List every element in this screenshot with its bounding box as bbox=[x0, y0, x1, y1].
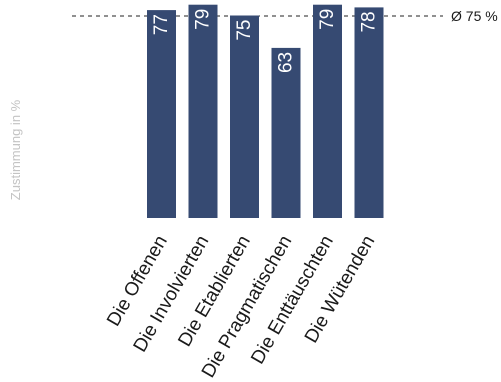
bar-value-label: 79 bbox=[317, 9, 338, 30]
bar-value-label: 78 bbox=[359, 11, 380, 32]
bar bbox=[271, 47, 301, 219]
bar bbox=[230, 15, 259, 218]
bar-value-label: 75 bbox=[234, 20, 255, 41]
bar bbox=[188, 4, 218, 219]
y-axis-label: Zustimmung in % bbox=[8, 99, 23, 200]
bar-value-label: 77 bbox=[151, 14, 172, 35]
bar-value-label: 63 bbox=[276, 52, 297, 73]
bar bbox=[313, 4, 342, 219]
bar bbox=[354, 7, 384, 219]
bar bbox=[147, 10, 176, 218]
bars-group: 77 79 75 63 79 78 bbox=[147, 4, 384, 219]
average-label: Ø 75 % bbox=[451, 8, 498, 24]
bar-value-label: 79 bbox=[193, 9, 214, 30]
